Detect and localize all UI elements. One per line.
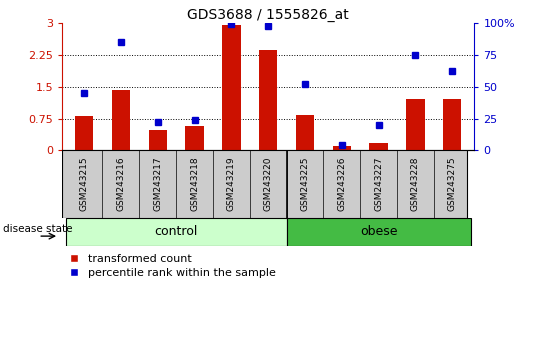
Text: GSM243225: GSM243225 <box>300 157 309 211</box>
Text: GSM243275: GSM243275 <box>448 157 457 211</box>
Text: obese: obese <box>360 225 397 238</box>
Text: GSM243228: GSM243228 <box>411 157 420 211</box>
Text: GSM243219: GSM243219 <box>227 157 236 211</box>
Bar <box>112 90 130 150</box>
Bar <box>287 218 471 246</box>
Bar <box>66 218 287 246</box>
Title: GDS3688 / 1555826_at: GDS3688 / 1555826_at <box>187 8 349 22</box>
Text: control: control <box>155 225 198 238</box>
Text: disease state: disease state <box>3 224 72 234</box>
Text: GSM243218: GSM243218 <box>190 157 199 211</box>
Bar <box>369 143 388 150</box>
Bar <box>296 115 314 150</box>
Bar <box>222 25 240 150</box>
Text: GSM243216: GSM243216 <box>116 157 126 211</box>
Text: GSM243226: GSM243226 <box>337 157 346 211</box>
Legend: transformed count, percentile rank within the sample: transformed count, percentile rank withi… <box>67 252 278 281</box>
Text: GSM243227: GSM243227 <box>374 157 383 211</box>
Bar <box>406 99 425 150</box>
Text: GSM243217: GSM243217 <box>153 157 162 211</box>
Bar <box>443 99 461 150</box>
Bar <box>185 126 204 150</box>
Text: GSM243215: GSM243215 <box>80 157 88 211</box>
Bar <box>75 116 93 150</box>
Text: GSM243220: GSM243220 <box>264 157 273 211</box>
Bar <box>333 146 351 150</box>
Bar <box>149 130 167 150</box>
Bar <box>259 50 278 150</box>
